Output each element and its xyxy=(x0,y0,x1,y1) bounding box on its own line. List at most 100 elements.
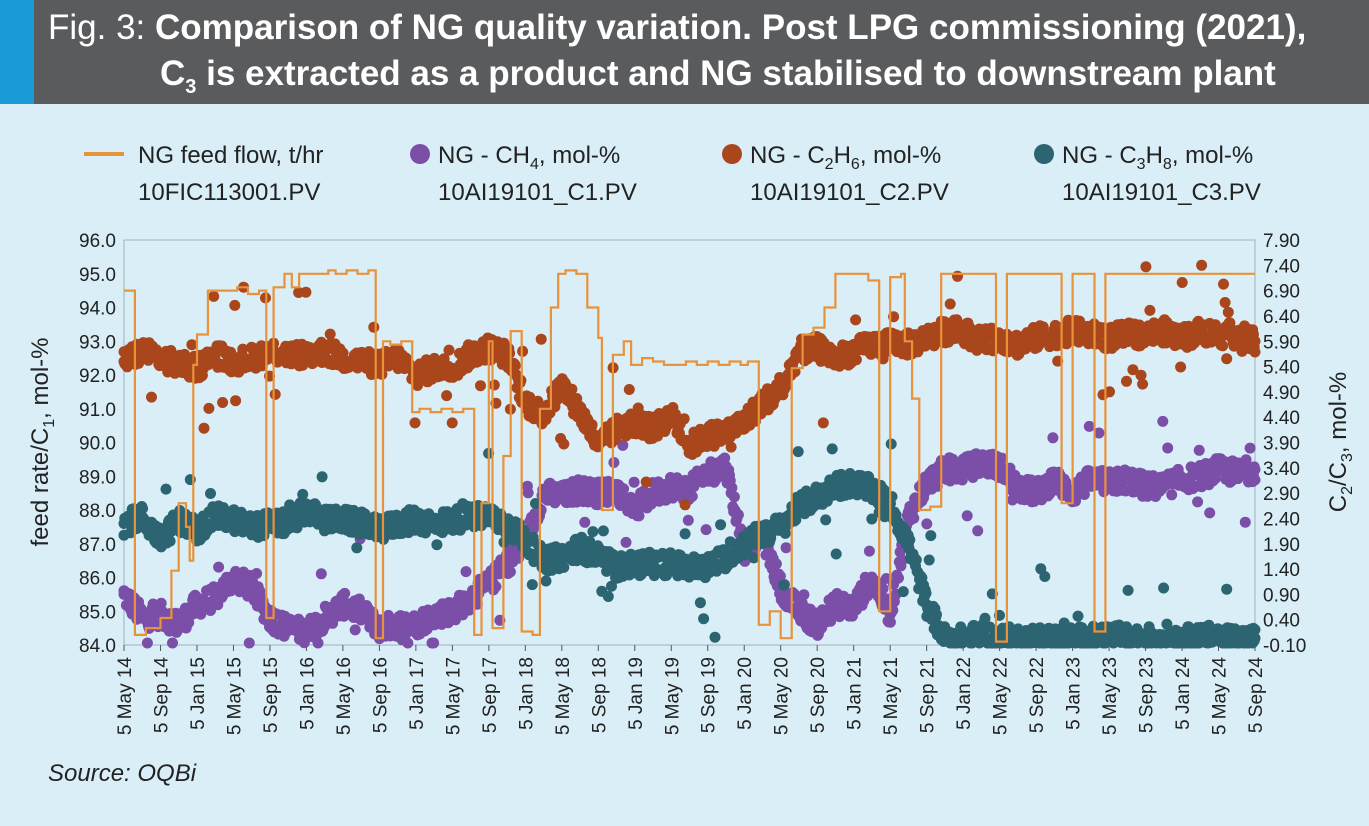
point-c3h8 xyxy=(829,480,841,492)
axis-labels: feed rate/C1, mol-%C2/C3, mol-% xyxy=(27,338,1356,547)
point-c2h6 xyxy=(246,352,258,364)
legend-swatch-c3h8 xyxy=(1034,144,1054,164)
point-c2h6 xyxy=(1196,259,1208,271)
x-tick-label: 5 Jan 16 xyxy=(297,657,318,730)
point-c3h8 xyxy=(355,518,367,529)
point-c2h6 xyxy=(647,423,659,435)
point-ch4 xyxy=(628,476,640,488)
point-ch4 xyxy=(732,509,744,521)
point-ch4 xyxy=(556,491,568,502)
point-c3h8 xyxy=(1158,582,1170,594)
point-c3h8 xyxy=(155,534,166,546)
point-ch4 xyxy=(728,491,740,503)
point-ch4 xyxy=(770,558,782,570)
point-ch4 xyxy=(300,626,312,637)
point-c2h6 xyxy=(586,419,598,431)
point-ch4 xyxy=(349,624,361,636)
point-ch4 xyxy=(877,583,889,595)
subscript: 2 xyxy=(825,156,834,173)
point-c3h8 xyxy=(446,514,458,526)
right-tick-label: 7.40 xyxy=(1263,256,1300,277)
point-ch4 xyxy=(574,484,586,496)
point-c3h8 xyxy=(316,471,328,483)
legend-tag-c3h8: 10AI19101_C3.PV xyxy=(1062,179,1261,206)
point-c3h8 xyxy=(931,609,942,621)
point-ch4 xyxy=(428,637,440,649)
legend-swatch-c2h6 xyxy=(722,144,742,164)
point-ch4 xyxy=(726,482,738,494)
point-c2h6 xyxy=(1219,297,1231,308)
point-ch4 xyxy=(118,588,130,600)
x-tick-label: 5 Sep 14 xyxy=(151,657,172,733)
point-c2h6 xyxy=(738,416,750,428)
point-c3h8 xyxy=(160,483,172,495)
label-part: C xyxy=(1325,495,1352,512)
x-tick-label: 5 May 18 xyxy=(553,657,574,735)
point-c2h6 xyxy=(412,380,423,391)
point-c3h8 xyxy=(606,580,617,592)
point-ch4 xyxy=(956,474,968,486)
point-c2h6 xyxy=(623,384,635,395)
point-c2h6 xyxy=(146,391,157,403)
point-c3h8 xyxy=(1231,632,1243,644)
point-c3h8 xyxy=(897,586,909,598)
right-axis-label: C2/C3, mol-% xyxy=(1325,372,1356,513)
point-ch4 xyxy=(620,536,632,548)
point-ch4 xyxy=(392,619,404,631)
point-ch4 xyxy=(1157,415,1169,427)
right-tick-label: 1.40 xyxy=(1263,560,1300,581)
right-tick-label: 6.90 xyxy=(1263,282,1300,303)
right-tick-label: 3.40 xyxy=(1263,459,1300,480)
x-tick-label: 5 May 23 xyxy=(1100,657,1121,735)
point-c3h8 xyxy=(738,538,750,550)
point-ch4 xyxy=(1158,480,1170,492)
point-c3h8 xyxy=(694,597,706,609)
point-c3h8 xyxy=(431,539,443,551)
point-ch4 xyxy=(720,460,732,472)
point-ch4 xyxy=(173,619,185,631)
label-part: NG - C xyxy=(1062,142,1137,169)
point-ch4 xyxy=(972,525,984,537)
point-c2h6 xyxy=(228,356,239,367)
point-c3h8 xyxy=(592,551,604,563)
figure-title-line1: Fig. 3: Comparison of NG quality variati… xyxy=(48,8,1306,48)
x-tick-label: 5 May 16 xyxy=(334,657,355,735)
point-c3h8 xyxy=(902,538,914,550)
point-c3h8 xyxy=(611,561,622,573)
point-c2h6 xyxy=(1140,261,1152,273)
subscript: 3 xyxy=(1339,453,1356,462)
x-axis-ticks: 5 May 14 5 Sep 14 5 Jan 15 5 May 15 5 Sep 15… xyxy=(115,645,1267,735)
point-c2h6 xyxy=(817,417,829,429)
point-c2h6 xyxy=(337,352,349,364)
point-ch4 xyxy=(848,602,860,614)
legend-tag-feed: 10FIC113001.PV xyxy=(138,179,320,206)
point-ch4 xyxy=(798,589,810,601)
x-tick-label: 5 Sep 22 xyxy=(1027,657,1048,733)
point-ch4 xyxy=(719,452,731,464)
label-part: H xyxy=(834,142,851,169)
point-c2h6 xyxy=(1158,325,1170,337)
point-c2h6 xyxy=(1194,325,1206,337)
point-ch4 xyxy=(319,612,331,624)
x-tick-label: 5 May 19 xyxy=(662,657,683,735)
x-tick-label: 5 May 21 xyxy=(881,657,902,735)
label-part: /C xyxy=(1325,462,1352,486)
x-tick-label: 5 Sep 20 xyxy=(808,657,829,733)
series-c2h6 xyxy=(118,259,1261,511)
point-c3h8 xyxy=(793,501,805,513)
point-ch4 xyxy=(246,582,258,594)
right-tick-label: 2.90 xyxy=(1263,484,1300,505)
point-c3h8 xyxy=(979,612,991,624)
point-c3h8 xyxy=(1122,584,1134,596)
x-tick-label: 5 May 14 xyxy=(115,657,136,736)
point-c3h8 xyxy=(300,504,312,516)
point-ch4 xyxy=(1078,489,1090,500)
point-c2h6 xyxy=(702,430,714,442)
legend-label-feed: NG feed flow, t/hr xyxy=(138,142,323,169)
point-c2h6 xyxy=(465,349,477,361)
point-c2h6 xyxy=(1176,277,1188,288)
point-ch4 xyxy=(1162,442,1174,454)
point-c2h6 xyxy=(198,422,210,434)
left-tick-label: 92.0 xyxy=(79,366,116,387)
point-ch4 xyxy=(866,572,878,583)
